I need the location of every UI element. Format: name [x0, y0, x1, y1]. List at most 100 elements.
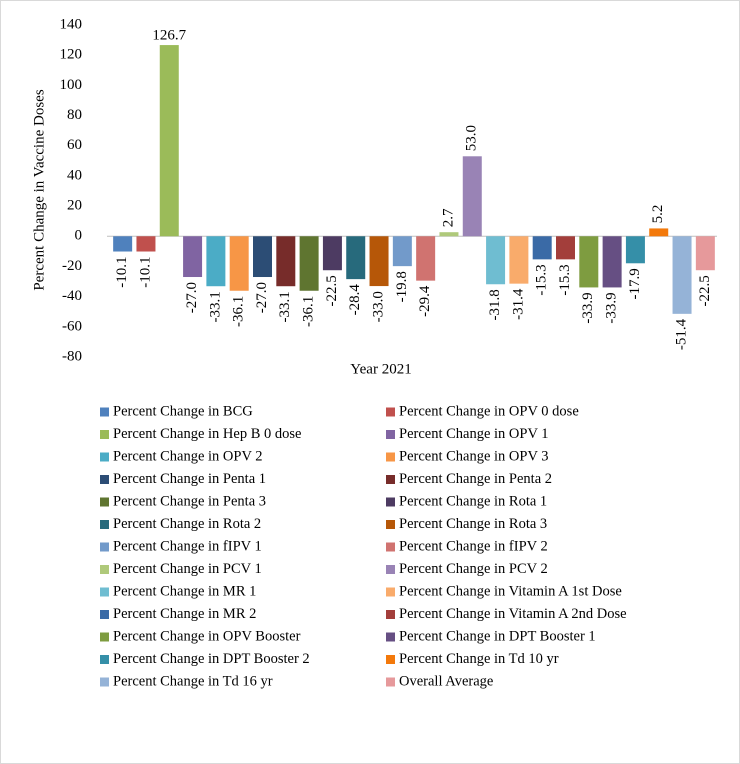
data-label: -51.4 — [673, 318, 689, 350]
bar — [369, 236, 389, 287]
legend-label: Percent Change in Hep B 0 dose — [113, 426, 301, 442]
data-label: -10.1 — [137, 257, 153, 288]
legend-label: Percent Change in PCV 2 — [399, 561, 548, 577]
y-tick-label: 0 — [75, 228, 83, 244]
data-label: -33.9 — [604, 292, 620, 323]
legend-label: Overall Average — [399, 673, 493, 689]
data-label: -27.0 — [184, 282, 200, 313]
y-tick-label: 100 — [60, 77, 83, 93]
y-axis-label: Percent Change in Vaccine Doses — [31, 89, 47, 290]
legend-swatch — [100, 632, 109, 642]
bar — [253, 236, 272, 278]
legend-swatch — [386, 610, 395, 619]
legend-label: Percent Change in Vitamin A 2nd Dose — [399, 606, 627, 622]
legend-swatch — [100, 655, 109, 664]
data-label: -15.3 — [534, 264, 550, 295]
bar — [625, 236, 645, 264]
data-label: -33.1 — [207, 291, 223, 322]
bar — [602, 236, 622, 288]
data-label: -19.8 — [394, 271, 410, 302]
bar — [462, 156, 482, 237]
data-label: -33.1 — [277, 291, 293, 322]
legend-label: Percent Change in Vitamin A 1st Dose — [399, 583, 622, 599]
legend-label: Percent Change in OPV 1 — [399, 426, 549, 442]
legend-swatch — [386, 497, 395, 507]
bar — [183, 236, 203, 278]
data-label: -33.0 — [370, 291, 386, 322]
legend-swatch — [100, 565, 109, 574]
legend-label: Percent Change in Rota 2 — [113, 516, 261, 532]
bar — [439, 232, 459, 237]
legend-swatch — [386, 587, 395, 597]
data-label: 53.0 — [464, 125, 480, 151]
data-label: 2.7 — [440, 208, 456, 227]
data-label: -29.4 — [417, 285, 433, 317]
legend-swatch — [100, 452, 109, 462]
legend-label: Percent Change in BCG — [113, 403, 253, 419]
legend-swatch — [386, 632, 395, 642]
legend-swatch — [100, 677, 109, 687]
data-label: -15.3 — [557, 264, 573, 295]
data-label: -28.4 — [347, 284, 363, 316]
data-label: -36.1 — [231, 296, 247, 327]
legend-swatch — [386, 677, 395, 687]
bar — [649, 228, 669, 237]
legend-swatch — [100, 475, 109, 484]
y-tick-label: -40 — [62, 288, 82, 304]
data-label: -27.0 — [254, 282, 270, 313]
legend-swatch — [100, 610, 109, 619]
legend-label: Percent Change in PCV 1 — [113, 561, 262, 577]
legend-swatch — [100, 497, 109, 507]
legend-swatch — [386, 655, 395, 664]
bar — [136, 236, 156, 252]
x-axis-label: Year 2021 — [350, 361, 411, 377]
legend-label: Percent Change in Penta 2 — [399, 471, 552, 487]
legend-label: Percent Change in OPV Booster — [113, 628, 301, 644]
data-label: 5.2 — [650, 205, 666, 224]
data-label: -17.9 — [627, 268, 643, 299]
data-label: -36.1 — [301, 296, 317, 327]
bar — [113, 236, 133, 252]
legend-swatch — [386, 475, 395, 484]
legend-swatch — [386, 520, 395, 529]
bar — [159, 45, 179, 237]
bar — [509, 236, 529, 284]
bar — [486, 236, 506, 285]
bar — [346, 236, 366, 280]
bar — [532, 236, 552, 260]
legend-swatch — [100, 587, 109, 597]
legend-label: Percent Change in Penta 3 — [113, 493, 266, 509]
y-tick-label: 80 — [67, 107, 82, 123]
legend-label: Percent Change in fIPV 2 — [399, 538, 548, 554]
legend-label: Percent Change in Penta 1 — [113, 471, 266, 487]
bar — [556, 236, 575, 260]
y-tick-label: 60 — [67, 137, 82, 153]
legend-swatch — [386, 452, 395, 462]
legend-swatch — [100, 407, 109, 417]
legend-swatch — [100, 520, 109, 529]
data-label: -10.1 — [114, 257, 130, 288]
y-tick-label: -60 — [62, 318, 82, 334]
bar — [672, 236, 692, 314]
data-label: -31.8 — [487, 289, 503, 320]
bar — [392, 236, 412, 267]
y-tick-label: 20 — [67, 198, 82, 214]
y-tick-label: 140 — [60, 16, 83, 32]
legend-swatch — [386, 542, 395, 552]
data-label: 126.7 — [152, 28, 186, 44]
y-tick-label: 40 — [67, 167, 82, 183]
data-label: -22.5 — [697, 275, 713, 306]
y-tick-label: -80 — [62, 348, 82, 364]
legend-label: Percent Change in DPT Booster 2 — [113, 651, 310, 667]
legend-label: Percent Change in fIPV 1 — [113, 538, 262, 554]
legend-label: Percent Change in OPV 3 — [399, 448, 549, 464]
legend-label: Percent Change in OPV 2 — [113, 448, 263, 464]
legend-label: Percent Change in Td 16 yr — [113, 673, 273, 689]
bar — [229, 236, 249, 291]
legend-label: Percent Change in Rota 3 — [399, 516, 547, 532]
bar — [695, 236, 715, 271]
y-tick-label: -20 — [62, 258, 82, 274]
data-label: -33.9 — [580, 292, 596, 323]
